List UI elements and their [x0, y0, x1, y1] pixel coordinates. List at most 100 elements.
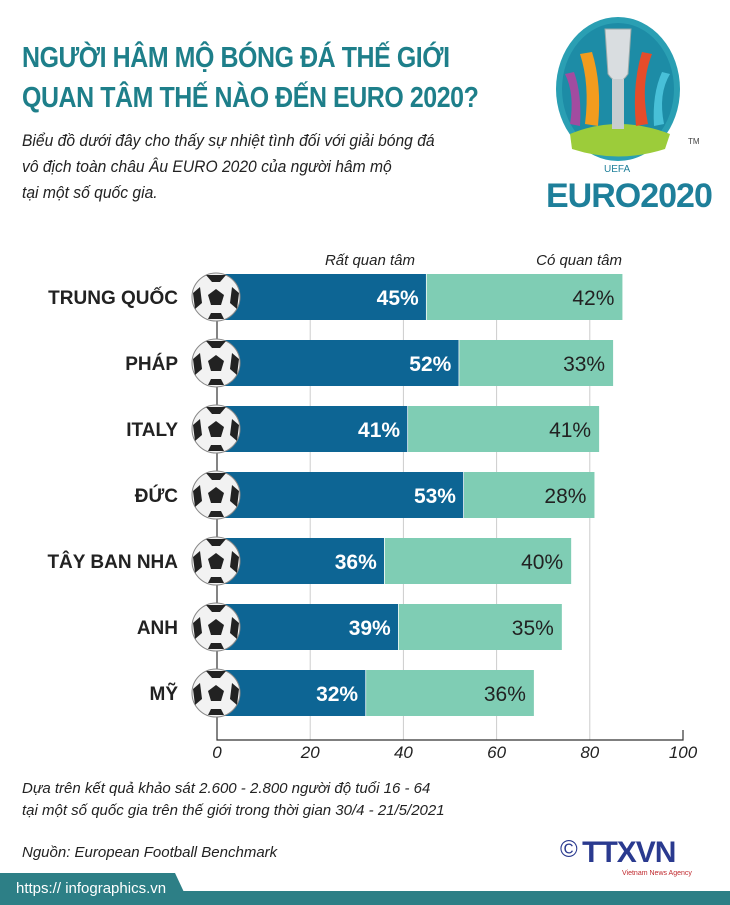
x-tick-label: 20 [300, 743, 320, 762]
football-patch [230, 353, 239, 375]
football-patch [208, 421, 224, 437]
football-patch [193, 419, 202, 441]
stacked-bar-chart: 0 20 40 60 80 100 45% 42% TRUNG QUỐC 52% 33% PHÁP 41… [47, 272, 698, 762]
agency-subtitle: Vietnam News Agency [622, 870, 692, 877]
bar-segment [459, 340, 614, 386]
football-patch [230, 551, 239, 573]
logo-text: EURO2020 [546, 177, 713, 215]
category-label: ITALY [126, 420, 178, 441]
football-patch [206, 473, 226, 480]
bar-segment [217, 538, 385, 584]
football-patch [193, 617, 202, 639]
data-label: 39% [349, 617, 391, 640]
title-line: NGƯỜI HÂM MỘ BÓNG ĐÁ THẾ GIỚI [22, 42, 450, 74]
football-patch [208, 355, 224, 371]
football-patch [208, 445, 224, 451]
bar-segment [217, 406, 409, 452]
bar-segment [217, 472, 464, 518]
bar-segment [384, 538, 572, 584]
football-patch [208, 379, 224, 385]
agency-name: TTXVN [582, 836, 676, 869]
data-label: 33% [563, 353, 605, 376]
data-label: 53% [414, 485, 456, 508]
football-patch [208, 709, 224, 715]
football-patch [193, 287, 202, 309]
x-tick-label: 100 [669, 743, 698, 762]
euro2020-logo: UEFA TM [556, 17, 700, 175]
football-patch [208, 511, 224, 517]
football-patch [208, 553, 224, 569]
data-label: 36% [484, 683, 526, 706]
bar-segment [217, 340, 460, 386]
data-label: 40% [521, 551, 563, 574]
data-label: 52% [409, 353, 451, 376]
football-patch [193, 485, 202, 507]
note-line: Dựa trên kết quả khảo sát 2.600 - 2.800 … [22, 780, 431, 797]
logo-uefa-text: UEFA [604, 164, 630, 175]
legend-series-2: Có quan tâm [536, 252, 622, 269]
source-note: Nguồn: European Football Benchmark [22, 844, 278, 861]
football-patch [193, 683, 202, 705]
football-patch [230, 683, 239, 705]
football-patch [230, 485, 239, 507]
data-label: 28% [544, 485, 586, 508]
logo-tm-text: TM [688, 137, 700, 146]
data-label: 32% [316, 683, 358, 706]
football-patch [206, 407, 226, 414]
copyright-icon: © [560, 836, 578, 863]
category-label: ĐỨC [135, 485, 178, 507]
football-patch [208, 313, 224, 319]
football-patch [230, 419, 239, 441]
subtitle-line: tại một số quốc gia. [22, 183, 158, 202]
football-patch [208, 685, 224, 701]
category-label: TÂY BAN NHA [47, 551, 178, 573]
note-line: tại một số quốc gia trên thế giới trong … [22, 802, 445, 819]
football-patch [206, 671, 226, 678]
subtitle-line: Biểu đồ dưới đây cho thấy sự nhiệt tình … [22, 131, 435, 150]
x-tick-label: 0 [212, 743, 222, 762]
data-label: 45% [377, 287, 419, 310]
category-label: TRUNG QUỐC [48, 287, 178, 309]
football-patch [206, 605, 226, 612]
football-patch [206, 341, 226, 348]
data-label: 35% [512, 617, 554, 640]
ttxvn-logo: © TTXVN Vietnam News Agency [560, 838, 692, 878]
bar-segment [217, 670, 367, 716]
title-line: QUAN TÂM THẾ NÀO ĐẾN EURO 2020? [22, 82, 479, 114]
bar-segment [398, 604, 562, 650]
legend-series-1: Rất quan tâm [324, 252, 415, 269]
data-label: 41% [549, 419, 591, 442]
website-link[interactable]: https:// infographics.vn [16, 880, 167, 897]
football-patch [230, 287, 239, 309]
x-tick-label: 60 [487, 743, 506, 762]
bar-segment [408, 406, 600, 452]
data-label: 41% [358, 419, 400, 442]
football-patch [208, 487, 224, 503]
football-patch [208, 289, 224, 305]
category-label: PHÁP [125, 353, 178, 375]
data-label: 42% [572, 287, 614, 310]
football-patch [208, 619, 224, 635]
page-title: NGƯỜI HÂM MỘ BÓNG ĐÁ THẾ GIỚI QUAN TÂM T… [22, 38, 555, 118]
subtitle-line: vô địch toàn châu Âu EURO 2020 của người… [22, 157, 392, 176]
football-patch [206, 539, 226, 546]
football-patch [193, 353, 202, 375]
subtitle: Biểu đồ dưới đây cho thấy sự nhiệt tình … [22, 128, 500, 206]
bar-segment [366, 670, 534, 716]
data-label: 36% [335, 551, 377, 574]
bar-segment [217, 604, 399, 650]
survey-note: Dựa trên kết quả khảo sát 2.600 - 2.800 … [22, 778, 445, 822]
category-label: MỸ [150, 683, 179, 705]
bar-segment [217, 274, 427, 320]
bar-segment [463, 472, 595, 518]
football-patch [206, 275, 226, 282]
footer-tab [0, 873, 190, 905]
football-patch [208, 643, 224, 649]
x-tick-label: 80 [580, 743, 599, 762]
x-tick-label: 40 [394, 743, 413, 762]
football-patch [208, 577, 224, 583]
bar-segment [426, 274, 623, 320]
football-patch [230, 617, 239, 639]
category-label: ANH [137, 618, 178, 639]
football-patch [193, 551, 202, 573]
